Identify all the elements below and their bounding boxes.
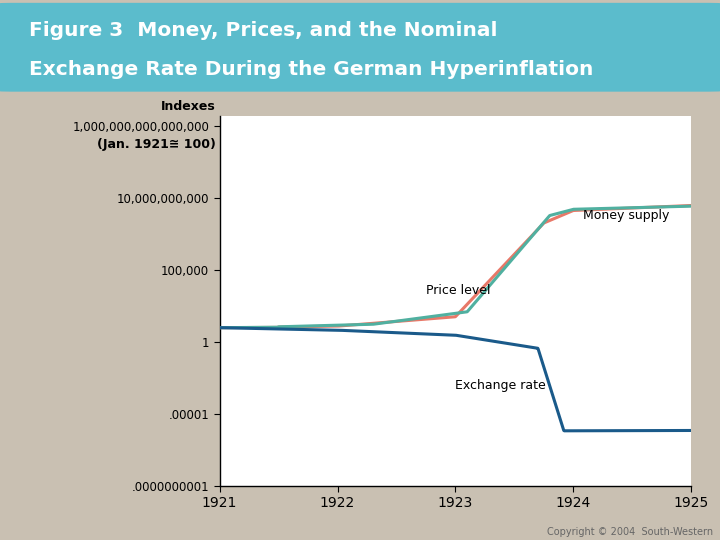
Text: Price level: Price level — [426, 285, 490, 298]
Text: Money supply: Money supply — [582, 209, 669, 222]
Text: Exchange Rate During the German Hyperinflation: Exchange Rate During the German Hyperinf… — [29, 60, 593, 79]
Text: (Jan. 1921≅ 100): (Jan. 1921≅ 100) — [97, 138, 216, 151]
Text: Figure 3  Money, Prices, and the Nominal: Figure 3 Money, Prices, and the Nominal — [29, 21, 498, 40]
Text: Indexes: Indexes — [161, 100, 216, 113]
Text: Copyright © 2004  South-Western: Copyright © 2004 South-Western — [546, 527, 713, 537]
Text: Exchange rate: Exchange rate — [455, 380, 546, 393]
FancyBboxPatch shape — [0, 3, 720, 92]
